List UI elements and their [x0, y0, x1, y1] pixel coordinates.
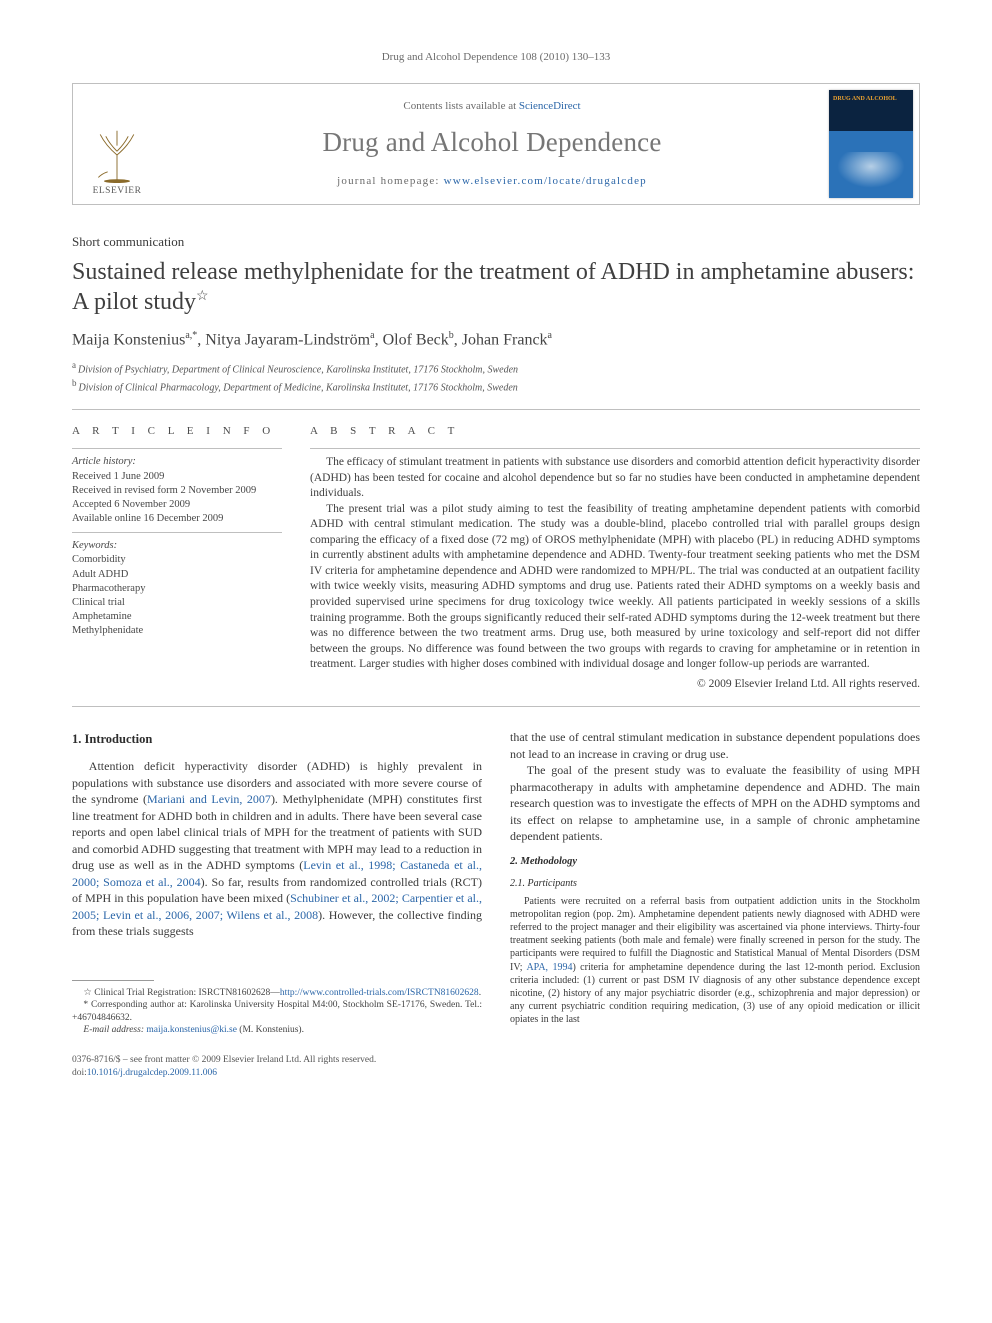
divider-rule [310, 448, 920, 449]
doi-line: doi:10.1016/j.drugalcdep.2009.11.006 [72, 1067, 920, 1080]
cover-title-text: DRUG AND ALCOHOL [833, 96, 909, 103]
front-matter-line: 0376-8716/$ – see front matter © 2009 El… [72, 1054, 920, 1067]
body-paragraph: that the use of central stimulant medica… [510, 729, 920, 762]
divider-rule [72, 532, 282, 533]
abstract-text: The efficacy of stimulant treatment in p… [310, 455, 920, 672]
journal-title: Drug and Alcohol Dependence [169, 124, 815, 160]
corresponding-email-link[interactable]: maija.konstenius@ki.se [146, 1025, 237, 1035]
footnote-email: E-mail address: maija.konstenius@ki.se (… [72, 1024, 482, 1036]
article-info-column: A R T I C L E I N F O Article history: R… [72, 424, 282, 693]
doi-link[interactable]: 10.1016/j.drugalcdep.2009.11.006 [87, 1068, 217, 1078]
sciencedirect-link[interactable]: ScienceDirect [519, 100, 581, 112]
keywords: Keywords: Comorbidity Adult ADHD Pharmac… [72, 539, 282, 638]
body-two-column: 1. Introduction Attention deficit hypera… [72, 729, 920, 1036]
affiliation-a: aDivision of Psychiatry, Department of C… [72, 359, 920, 377]
body-paragraph: Patients were recruited on a referral ba… [510, 895, 920, 1027]
affiliations: aDivision of Psychiatry, Department of C… [72, 359, 920, 395]
article-info-label: A R T I C L E I N F O [72, 424, 282, 439]
abstract-column: A B S T R A C T The efficacy of stimulan… [310, 424, 920, 693]
subsection-heading-participants: 2.1. Participants [510, 877, 920, 891]
affiliation-b: bDivision of Clinical Pharmacology, Depa… [72, 377, 920, 395]
elsevier-tree-icon [89, 127, 145, 183]
contents-available-line: Contents lists available at ScienceDirec… [169, 99, 815, 114]
page-footer: 0376-8716/$ – see front matter © 2009 El… [72, 1054, 920, 1080]
footnotes: ☆ Clinical Trial Registration: ISRCTN816… [72, 987, 482, 1036]
section-heading-introduction: 1. Introduction [72, 731, 482, 748]
footnotes-rule [72, 980, 154, 981]
article-history: Article history: Received 1 June 2009 Re… [72, 455, 282, 526]
article-title: Sustained release methylphenidate for th… [72, 258, 920, 317]
divider-rule [72, 706, 920, 707]
body-paragraph: Attention deficit hyperactivity disorder… [72, 758, 482, 940]
section-heading-methodology: 2. Methodology [510, 855, 920, 869]
elsevier-logo-block: ELSEVIER [73, 84, 161, 204]
journal-masthead: ELSEVIER Contents lists available at Sci… [72, 83, 920, 205]
journal-cover-thumbnail: DRUG AND ALCOHOL [829, 90, 913, 198]
author-list: Maija Konsteniusa,*, Nitya Jayaram-Linds… [72, 329, 920, 351]
elsevier-wordmark: ELSEVIER [93, 185, 142, 198]
running-header: Drug and Alcohol Dependence 108 (2010) 1… [72, 50, 920, 65]
article-type: Short communication [72, 233, 920, 251]
divider-rule [72, 448, 282, 449]
journal-homepage-link[interactable]: www.elsevier.com/locate/drugalcdep [444, 175, 647, 187]
footnote-registration: ☆ Clinical Trial Registration: ISRCTN816… [72, 987, 482, 999]
title-footnote-star: ☆ [196, 289, 209, 304]
footnote-corresponding: * Corresponding author at: Karolinska Un… [72, 999, 482, 1024]
abstract-label: A B S T R A C T [310, 424, 920, 439]
body-paragraph: The goal of the present study was to eva… [510, 762, 920, 845]
journal-homepage-line: journal homepage: www.elsevier.com/locat… [169, 174, 815, 189]
abstract-copyright: © 2009 Elsevier Ireland Ltd. All rights … [310, 677, 920, 693]
